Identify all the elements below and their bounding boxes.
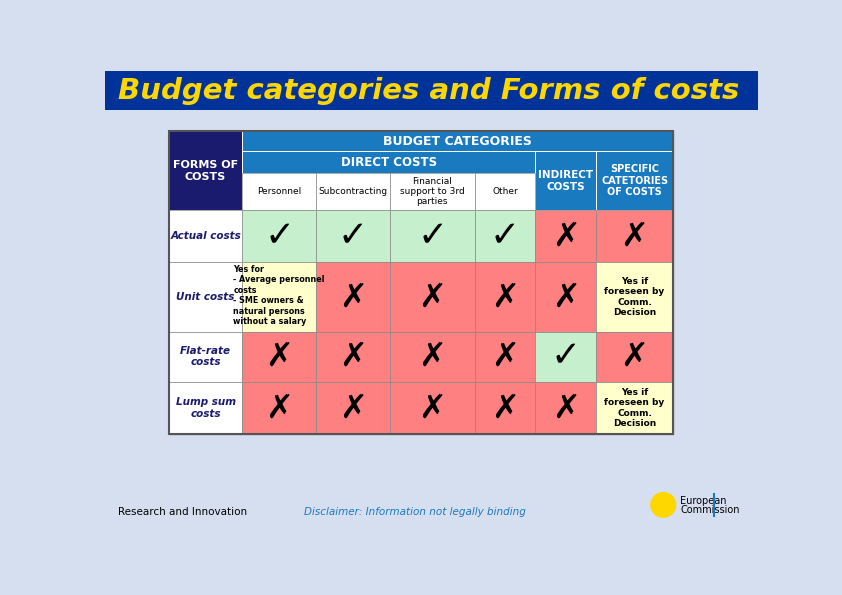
Text: Other: Other [493, 187, 518, 196]
Bar [390, 173, 475, 210]
Text: ✗: ✗ [491, 280, 520, 314]
Text: Commission: Commission [680, 505, 740, 515]
Bar [168, 210, 242, 262]
Bar [475, 331, 536, 382]
Bar [242, 382, 316, 434]
Text: ✓: ✓ [264, 219, 295, 253]
Bar [316, 210, 390, 262]
Text: ✓: ✓ [417, 219, 447, 253]
Text: Yes if
foreseen by
Comm.
Decision: Yes if foreseen by Comm. Decision [605, 277, 664, 317]
Text: ✓: ✓ [338, 219, 368, 253]
Bar [242, 173, 316, 210]
Text: ✗: ✗ [418, 340, 446, 373]
Bar [168, 131, 674, 434]
Bar [316, 262, 390, 331]
Text: Actual costs: Actual costs [170, 231, 241, 241]
Bar [536, 210, 596, 262]
Bar [475, 173, 536, 210]
Text: ✗: ✗ [621, 220, 648, 253]
Text: ✗: ✗ [418, 392, 446, 424]
Bar [596, 382, 674, 434]
Text: ✓: ✓ [490, 219, 520, 253]
Bar [390, 262, 475, 331]
Text: INDIRECT
COSTS: INDIRECT COSTS [538, 170, 593, 192]
Bar [596, 331, 674, 382]
Text: ✗: ✗ [491, 392, 520, 424]
Text: ✗: ✗ [338, 280, 367, 314]
Bar [475, 262, 536, 331]
Text: European: European [680, 496, 727, 506]
Bar [316, 173, 390, 210]
Text: Budget categories and Forms of costs: Budget categories and Forms of costs [118, 77, 739, 105]
Bar [596, 152, 674, 210]
Bar [596, 210, 674, 262]
Bar [536, 382, 596, 434]
Bar [536, 331, 596, 382]
Text: ✗: ✗ [265, 392, 293, 424]
Bar [536, 152, 596, 210]
Bar [242, 131, 674, 152]
Text: Disclaimer: Information not legally binding: Disclaimer: Information not legally bind… [304, 507, 526, 517]
Bar [596, 262, 674, 331]
Text: ✗: ✗ [338, 392, 367, 424]
Text: Personnel: Personnel [257, 187, 301, 196]
Text: DIRECT COSTS: DIRECT COSTS [341, 156, 437, 169]
Bar [475, 382, 536, 434]
Bar [316, 382, 390, 434]
Bar [105, 71, 758, 110]
Bar [390, 382, 475, 434]
Text: ✗: ✗ [552, 392, 579, 424]
Text: Lump sum
costs: Lump sum costs [176, 397, 236, 419]
Text: Research and Innovation: Research and Innovation [118, 507, 247, 517]
Bar [242, 152, 536, 173]
Bar [168, 131, 674, 434]
Text: Unit costs: Unit costs [177, 292, 235, 302]
Text: FORMS OF
COSTS: FORMS OF COSTS [173, 160, 238, 181]
Text: Flat-rate
costs: Flat-rate costs [180, 346, 231, 368]
Bar [168, 382, 242, 434]
Text: Subcontracting: Subcontracting [318, 187, 387, 196]
Bar [390, 331, 475, 382]
Text: BUDGET CATEGORIES: BUDGET CATEGORIES [383, 135, 532, 148]
Text: ✓: ✓ [551, 340, 581, 374]
Text: ✗: ✗ [338, 340, 367, 373]
Text: ✗: ✗ [418, 280, 446, 314]
Bar [390, 210, 475, 262]
Text: ✗: ✗ [552, 220, 579, 253]
Text: ✗: ✗ [552, 280, 579, 314]
Text: ✗: ✗ [265, 340, 293, 373]
Bar [475, 210, 536, 262]
Bar [168, 262, 242, 331]
Bar [242, 210, 316, 262]
Bar [242, 331, 316, 382]
Text: Yes for
- Average personnel
costs
- SME owners &
natural persons
without a salar: Yes for - Average personnel costs - SME … [233, 265, 325, 326]
Text: ✗: ✗ [621, 340, 648, 373]
Text: Financial
support to 3rd
parties: Financial support to 3rd parties [400, 177, 465, 206]
Text: SPECIFIC
CATETORIES
OF COSTS: SPECIFIC CATETORIES OF COSTS [601, 164, 669, 198]
Text: Yes if
foreseen by
Comm.
Decision: Yes if foreseen by Comm. Decision [605, 388, 664, 428]
Bar [242, 262, 316, 331]
Bar [536, 262, 596, 331]
Bar [168, 331, 242, 382]
Circle shape [651, 493, 675, 517]
Text: ✗: ✗ [491, 340, 520, 373]
Bar [316, 331, 390, 382]
Bar [168, 131, 242, 210]
